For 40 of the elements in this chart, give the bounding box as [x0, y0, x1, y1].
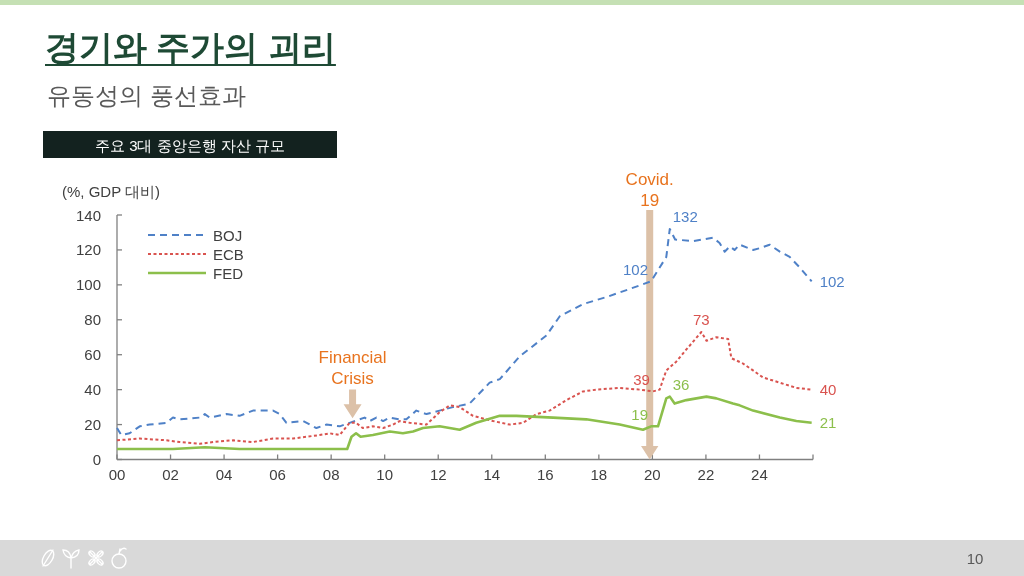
- chart-title: 경기와 주가의 괴리: [45, 28, 336, 66]
- legend-label: ECB: [213, 245, 244, 263]
- y-tick-label: 0: [92, 451, 101, 468]
- data-label: 36: [672, 376, 690, 394]
- y-tick-label: 40: [84, 381, 101, 399]
- x-tick-label: 00: [108, 466, 126, 483]
- y-tick-label: 80: [84, 311, 101, 329]
- chart-subtitle: 유동성의 풍선효과: [47, 82, 246, 109]
- y-tick-label: 20: [84, 416, 101, 434]
- legend-label: FED: [213, 264, 244, 282]
- y-tick-label: 140: [75, 206, 101, 224]
- chart-heading: 주요 3대 중앙은행 자산 규모: [43, 131, 337, 158]
- text: 10: [966, 549, 984, 567]
- data-label: 102: [623, 260, 649, 278]
- data-label: 132: [672, 208, 698, 226]
- x-tick-label: 18: [590, 466, 608, 483]
- x-tick-label: 16: [536, 466, 554, 483]
- y-tick-label: 100: [75, 276, 101, 294]
- x-tick-label: 24: [751, 466, 768, 483]
- data-label: 73: [693, 310, 710, 328]
- x-tick-label: 22: [697, 466, 715, 483]
- ref-line-label: Covid. 19: [625, 170, 674, 210]
- data-label: 40: [819, 381, 837, 399]
- y-axis-title: (%, GDP 대비): [62, 183, 161, 200]
- x-tick-label: 02: [162, 466, 179, 483]
- legend-label: BOJ: [213, 226, 243, 244]
- x-tick-label: 20: [644, 466, 661, 483]
- x-tick-label: 10: [376, 466, 394, 483]
- y-tick-label: 120: [75, 241, 101, 259]
- data-label: 102: [819, 272, 845, 290]
- x-tick-label: 14: [483, 466, 501, 483]
- data-label: 39: [633, 370, 650, 388]
- x-tick-label: 06: [269, 466, 286, 483]
- y-tick-label: 60: [84, 346, 101, 364]
- data-label: 21: [819, 414, 837, 432]
- x-tick-label: 04: [215, 466, 233, 483]
- x-tick-label: 08: [322, 466, 340, 483]
- x-tick-label: 12: [429, 466, 447, 483]
- annotation: Financial Crisis: [318, 347, 387, 388]
- data-label: 19: [631, 405, 649, 423]
